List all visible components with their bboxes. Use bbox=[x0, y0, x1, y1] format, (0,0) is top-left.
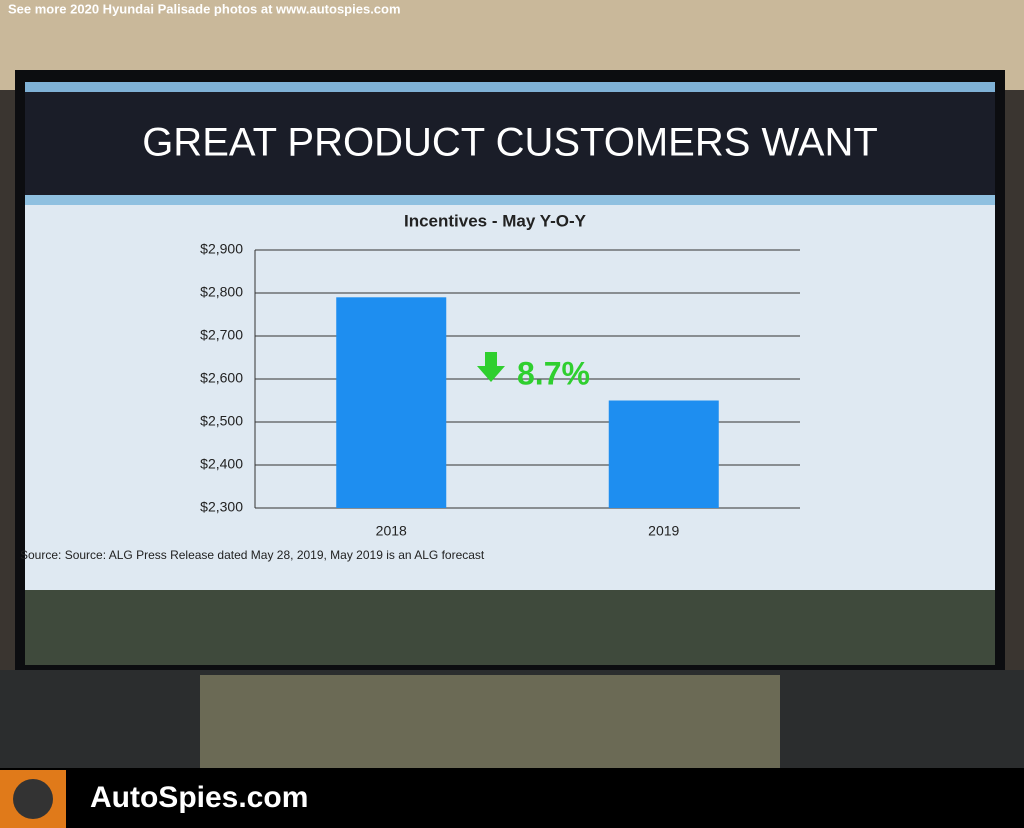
watermark: See more 2020 Hyundai Palisade photos at… bbox=[8, 1, 401, 16]
down-arrow bbox=[477, 352, 505, 382]
logo-emblem bbox=[13, 779, 53, 819]
y-tick-label: $2,900 bbox=[200, 241, 243, 257]
banner bbox=[0, 768, 1024, 828]
x-tick-label: 2019 bbox=[648, 523, 679, 539]
y-tick-label: $2,700 bbox=[200, 327, 243, 343]
x-tick-label: 2018 bbox=[376, 523, 407, 539]
slide-title: GREAT PRODUCT CUSTOMERS WANT bbox=[142, 121, 878, 165]
stand bbox=[200, 675, 780, 770]
header-stripe bbox=[25, 82, 995, 92]
chart-title: Incentives - May Y-O-Y bbox=[404, 211, 587, 230]
bar bbox=[608, 400, 719, 508]
y-tick-label: $2,800 bbox=[200, 284, 243, 300]
y-tick-label: $2,600 bbox=[200, 370, 243, 386]
slide-body bbox=[25, 205, 995, 590]
y-tick-label: $2,400 bbox=[200, 456, 243, 472]
annotation: 8.7% bbox=[517, 355, 590, 391]
y-tick-label: $2,500 bbox=[200, 413, 243, 429]
bar bbox=[336, 297, 447, 508]
slide-header bbox=[25, 82, 995, 202]
header-stripe bbox=[25, 195, 995, 205]
y-tick-label: $2,300 bbox=[200, 499, 243, 515]
brand: AutoSpies.com bbox=[90, 781, 308, 814]
slide-photo bbox=[25, 590, 995, 665]
source-note: Source: Source: ALG Press Release dated … bbox=[20, 548, 485, 562]
